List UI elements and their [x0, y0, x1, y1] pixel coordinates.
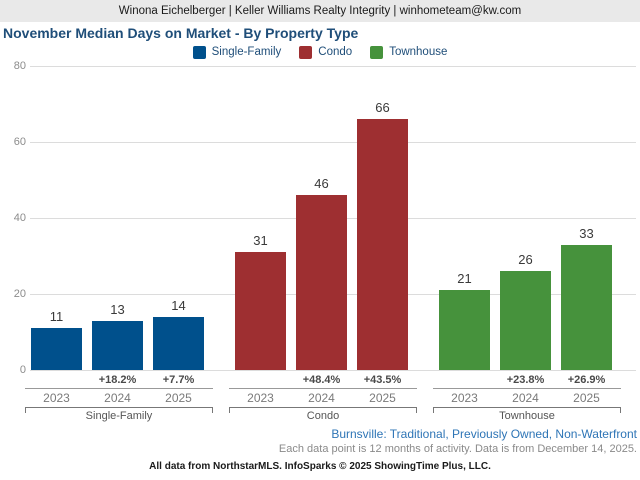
- y-axis-tick-label: 20: [13, 288, 26, 300]
- bar-value-label: 66: [375, 100, 390, 116]
- bar-single-family-2025: [153, 316, 204, 370]
- bar-value-label: 33: [579, 225, 594, 241]
- y-axis-tick-label: 40: [13, 212, 26, 224]
- legend-item-condo[interactable]: Condo: [299, 45, 353, 59]
- group-label-single-family: Single-Family: [85, 410, 153, 422]
- bar-value-label: 14: [171, 297, 186, 313]
- pct-change-label: +48.4%: [302, 374, 341, 386]
- pct-change-label: +18.2%: [98, 374, 137, 386]
- bar-condo-2025: [357, 119, 408, 370]
- search-criteria-text: Burnsville: Traditional, Previously Owne…: [331, 427, 637, 441]
- legend-item-label: Condo: [318, 46, 353, 58]
- x-axis-year-label: 2025: [369, 391, 396, 405]
- data-period-note: Each data point is 12 months of activity…: [278, 443, 637, 455]
- bar-single-family-2023: [31, 328, 82, 370]
- x-axis-year-label: 2024: [308, 391, 335, 405]
- x-axis-year-label: 2024: [104, 391, 131, 405]
- legend-item-single-family[interactable]: Single-Family: [192, 45, 282, 59]
- legend-swatch-icon: [299, 45, 313, 59]
- group-separator-line: [433, 388, 621, 389]
- bar-value-label: 13: [110, 301, 125, 317]
- bar-single-family-2024: [92, 320, 143, 370]
- bar-condo-2024: [296, 195, 347, 370]
- data-attribution-text: All data from NorthstarMLS. InfoSparks ©…: [149, 461, 491, 472]
- x-axis-year-label: 2023: [451, 391, 478, 405]
- pct-change-label: +43.5%: [363, 374, 402, 386]
- x-axis-year-label: 2024: [512, 391, 539, 405]
- legend-swatch-icon: [370, 45, 384, 59]
- group-bracket: [433, 407, 621, 413]
- bar-townhouse-2023: [439, 290, 490, 370]
- pct-change-label: +26.9%: [567, 374, 606, 386]
- gridline-y60: [30, 142, 636, 143]
- agent-header-bar: Winona Eichelberger | Keller Williams Re…: [0, 0, 640, 22]
- pct-change-label: +23.8%: [506, 374, 545, 386]
- x-axis-year-label: 2025: [573, 391, 600, 405]
- group-separator-line: [229, 388, 417, 389]
- bar-value-label: 26: [518, 252, 533, 268]
- bar-value-label: 11: [49, 309, 64, 325]
- y-axis-tick-label: 80: [13, 60, 26, 72]
- group-bracket: [25, 407, 213, 413]
- bar-value-label: 31: [253, 233, 268, 249]
- legend-item-townhouse[interactable]: Townhouse: [370, 45, 448, 59]
- bar-value-label: 46: [314, 176, 329, 192]
- y-axis-tick-label: 60: [13, 136, 26, 148]
- agent-header-text: Winona Eichelberger | Keller Williams Re…: [118, 5, 522, 17]
- chart-legend: Single-Family Condo Townhouse: [0, 44, 640, 60]
- x-axis-year-label: 2025: [165, 391, 192, 405]
- group-separator-line: [25, 388, 213, 389]
- group-label-townhouse: Townhouse: [499, 410, 555, 422]
- bar-townhouse-2024: [500, 271, 551, 370]
- legend-swatch-icon: [192, 45, 206, 59]
- bar-townhouse-2025: [561, 244, 612, 370]
- bar-condo-2023: [235, 252, 286, 370]
- group-label-condo: Condo: [306, 410, 340, 422]
- gridline-y0: [30, 370, 636, 371]
- y-axis-tick-label: 0: [19, 364, 26, 376]
- legend-item-label: Townhouse: [389, 46, 448, 58]
- pct-change-label: +7.7%: [162, 374, 195, 386]
- x-axis-year-label: 2023: [247, 391, 274, 405]
- bar-value-label: 21: [457, 271, 472, 287]
- chart-title: November Median Days on Market - By Prop…: [3, 25, 359, 41]
- gridline-y80: [30, 66, 636, 67]
- legend-item-label: Single-Family: [211, 46, 282, 58]
- x-axis-year-label: 2023: [43, 391, 70, 405]
- group-bracket: [229, 407, 417, 413]
